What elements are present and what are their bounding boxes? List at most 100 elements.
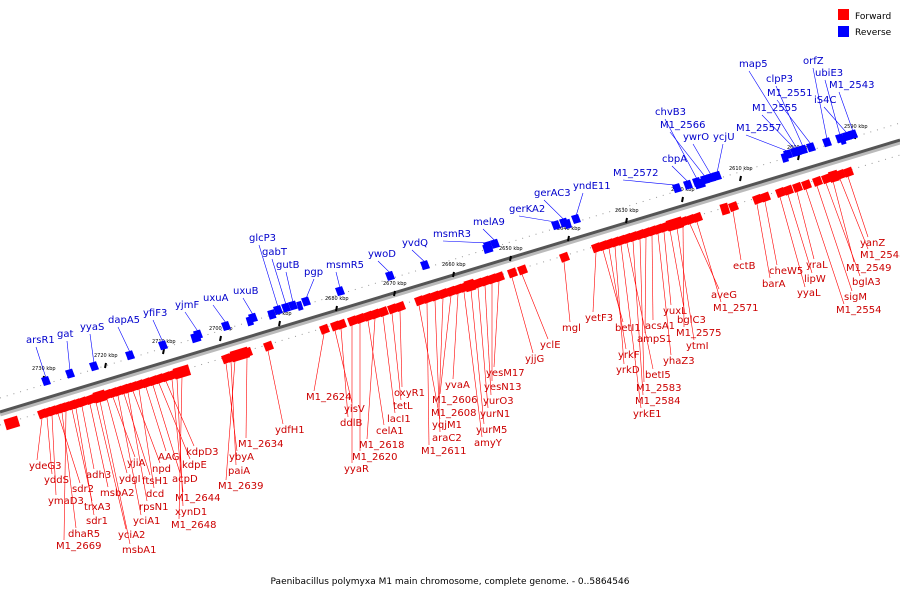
gene-label-glcp3[interactable]: glcP3: [249, 233, 276, 244]
gene-label-m1-2549[interactable]: M1_2549: [846, 263, 891, 274]
gene-label-mela9[interactable]: melA9: [473, 217, 505, 228]
gene-arrow-yyas[interactable]: [89, 361, 99, 372]
gene-label-ydgi[interactable]: ydgI: [119, 474, 141, 485]
gene-label-orfz[interactable]: orfZ: [803, 56, 824, 67]
gene-label-dcd[interactable]: dcd: [146, 489, 164, 500]
gene-label-yvaa[interactable]: yvaA: [445, 380, 470, 391]
gene-label-gabt[interactable]: gabT: [262, 247, 288, 258]
gene-label-yjmf[interactable]: yjmF: [175, 300, 199, 311]
gene-arrow-uxua[interactable]: [221, 320, 231, 331]
gene-label-ywro[interactable]: ywrO: [683, 132, 709, 143]
gene-label-amyy[interactable]: amyY: [474, 438, 503, 449]
gene-label-cbpa[interactable]: cbpA: [662, 154, 687, 165]
gene-label-dhar5[interactable]: dhaR5: [68, 529, 100, 540]
gene-label-ycia2[interactable]: yciA2: [118, 530, 145, 541]
gene-label-uxua[interactable]: uxuA: [203, 293, 229, 304]
gene-arrow-lipw[interactable]: [783, 184, 794, 196]
gene-label-m1-2648[interactable]: M1_2648: [171, 520, 216, 531]
gene-arrow-yral[interactable]: [792, 181, 803, 193]
gene-arrow-m1-2620[interactable]: [355, 313, 366, 324]
gene-label-m1-2557[interactable]: M1_2557: [736, 123, 781, 134]
gene-arrow-bara[interactable]: [752, 193, 763, 205]
gene-label-trxa3[interactable]: trxA3: [84, 502, 111, 513]
gene-label-gutb[interactable]: gutB: [276, 260, 300, 271]
gene-label-ectb[interactable]: ectB: [733, 261, 756, 272]
gene-arrow-arac2[interactable]: [430, 290, 441, 302]
gene-label-yhaz3[interactable]: yhaZ3: [663, 356, 695, 367]
gene-arrow-mela9[interactable]: [490, 238, 500, 249]
gene-arrow-ywod[interactable]: [385, 270, 395, 281]
gene-arrow-mgl[interactable]: [559, 251, 570, 263]
gene-label-arsr1[interactable]: arsR1: [26, 335, 55, 346]
gene-arrow-laci1[interactable]: [378, 306, 389, 318]
gene-label-sdr1[interactable]: sdr1: [86, 516, 108, 527]
gene-label-yesm17[interactable]: yesM17: [486, 368, 525, 379]
gene-label-is4c[interactable]: iS4C: [814, 95, 836, 106]
gene-label-acsa1[interactable]: acsA1: [645, 321, 675, 332]
gene-label-msba2[interactable]: msbA2: [100, 488, 135, 499]
gene-label-yral[interactable]: yraL: [806, 260, 828, 271]
gene-label-aag[interactable]: AAG: [158, 452, 180, 463]
gene-label-rpsn1[interactable]: rpsN1: [139, 502, 169, 513]
gene-arrow-ycle[interactable]: [517, 264, 528, 276]
gene-label-bgla3[interactable]: bglA3: [852, 277, 881, 288]
gene-label-mgl[interactable]: mgl: [562, 323, 581, 334]
gene-arrow-pgp[interactable]: [301, 296, 311, 307]
gene-label-yyar[interactable]: yyaR: [344, 464, 369, 475]
gene-label-m1-2620[interactable]: M1_2620: [352, 452, 397, 463]
gene-label-beti5[interactable]: betI5: [645, 370, 671, 381]
gene-arrow-ycju[interactable]: [712, 170, 722, 181]
gene-arrow-adh3[interactable]: [77, 396, 88, 408]
gene-label-m1-2548[interactable]: M1_2548: [860, 250, 900, 261]
gene-label-tetl[interactable]: tetL: [393, 401, 413, 412]
gene-label-yuro3[interactable]: yurO3: [483, 396, 514, 407]
gene-label-arac2[interactable]: araC2: [432, 433, 462, 444]
gene-arrow-clpp3[interactable]: [798, 144, 808, 155]
gene-arrow-chew5[interactable]: [760, 191, 771, 203]
gene-arrow-yvdq[interactable]: [420, 260, 430, 271]
gene-label-ynde11[interactable]: yndE11: [573, 181, 611, 192]
gene-arrow-tetl[interactable]: [387, 303, 398, 315]
gene-label-m1-2618[interactable]: M1_2618: [359, 440, 404, 451]
gene-label-yrkf[interactable]: yrkF: [618, 350, 640, 361]
gene-label-ycju[interactable]: ycjU: [713, 132, 735, 143]
gene-label-ycle[interactable]: yclE: [540, 340, 561, 351]
gene-label-bara[interactable]: barA: [762, 279, 786, 290]
gene-label-yfif3[interactable]: yfiF3: [143, 308, 167, 319]
gene-label-yrke1[interactable]: yrkE1: [633, 409, 662, 420]
gene-label-pgp[interactable]: pgp: [304, 267, 323, 278]
gene-label-m1-2551[interactable]: M1_2551: [767, 88, 812, 99]
gene-arrow-sigm[interactable]: [812, 175, 823, 187]
gene-label-yetf3[interactable]: yetF3: [585, 313, 613, 324]
gene-label-yanz[interactable]: yanZ: [860, 238, 885, 249]
gene-label-paia[interactable]: paiA: [228, 466, 250, 477]
gene-label-yuxl[interactable]: yuxL: [663, 306, 687, 317]
gene-arrow-yqjm1[interactable]: [414, 295, 425, 307]
gene-label-yqjm1[interactable]: yqjM1: [432, 420, 462, 431]
gene-label-ydfh1[interactable]: ydfH1: [275, 425, 305, 436]
gene-label-acpd[interactable]: acpD: [172, 474, 198, 485]
gene-label-amps1[interactable]: ampS1: [637, 334, 672, 345]
gene-label-uxub[interactable]: uxuB: [233, 286, 259, 297]
gene-arrow-m1-2611[interactable]: [422, 292, 433, 304]
gene-arrow-msmr5[interactable]: [335, 286, 345, 297]
gene-arrow-m1-2543[interactable]: [848, 129, 858, 140]
gene-label-beti1[interactable]: betI1: [615, 323, 641, 334]
gene-arrow-m1-2571[interactable]: [692, 211, 703, 223]
gene-label-xynd1[interactable]: xynD1: [175, 507, 207, 518]
gene-label-m1-2634[interactable]: M1_2634: [238, 439, 283, 450]
gene-label-gat[interactable]: gat: [57, 329, 73, 340]
gene-label-lipw[interactable]: lipW: [804, 274, 826, 285]
gene-label-kdpe[interactable]: kdpE: [182, 460, 207, 471]
gene-label-yurm5[interactable]: yurM5: [476, 425, 507, 436]
gene-label-m1-2639[interactable]: M1_2639: [218, 481, 263, 492]
gene-label-ydds[interactable]: yddS: [44, 475, 69, 486]
gene-label-sdr2[interactable]: sdr2: [72, 484, 94, 495]
gene-label-m1-2554[interactable]: M1_2554: [836, 305, 881, 316]
gene-label-npd[interactable]: npd: [152, 464, 171, 475]
gene-label-m1-2584[interactable]: M1_2584: [635, 396, 680, 407]
gene-label-chew5[interactable]: cheW5: [769, 266, 803, 277]
gene-label-m1-2669[interactable]: M1_2669: [56, 541, 101, 552]
gene-label-ybya[interactable]: ybyA: [229, 452, 254, 463]
gene-label-yvdq[interactable]: yvdQ: [402, 238, 428, 249]
